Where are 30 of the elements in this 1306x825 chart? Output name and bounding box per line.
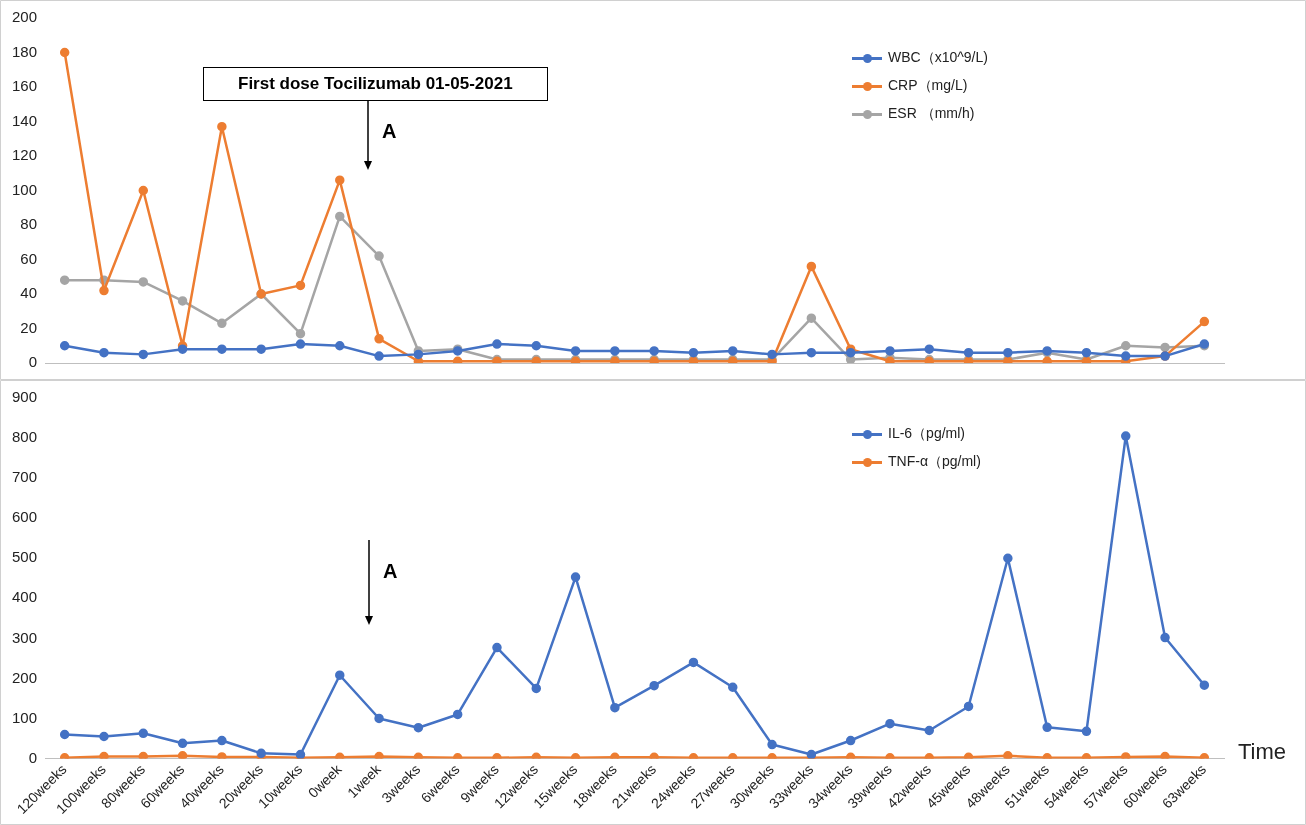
y-tick-label: 200 bbox=[12, 8, 38, 26]
legend-label: CRP（mg/L) bbox=[888, 77, 968, 95]
legend-label: ESR （mm/h) bbox=[888, 105, 975, 123]
y-tick-label: 60 bbox=[20, 249, 38, 267]
y-tick-label: 40 bbox=[20, 284, 38, 302]
annotation: A bbox=[383, 560, 398, 583]
y-tick-label: 200 bbox=[12, 668, 38, 686]
y-tick-label: 120 bbox=[12, 146, 38, 164]
y-tick-label: 140 bbox=[12, 111, 38, 129]
legend-label: IL-6（pg/ml) bbox=[888, 425, 966, 443]
y-tick-label: 600 bbox=[12, 508, 38, 526]
y-tick-label: 700 bbox=[12, 468, 38, 486]
y-tick-label: 300 bbox=[12, 628, 38, 646]
y-tick-label: 100 bbox=[12, 708, 38, 726]
y-tick-label: 100 bbox=[12, 180, 38, 198]
y-tick-label: 900 bbox=[12, 388, 38, 406]
legend-label: WBC（x10^9/L) bbox=[888, 49, 988, 67]
legend-label: TNF-α（pg/ml) bbox=[888, 453, 981, 471]
y-tick-label: 0 bbox=[28, 748, 38, 766]
y-tick-label: 0 bbox=[28, 353, 38, 371]
y-tick-label: 160 bbox=[12, 77, 38, 95]
y-tick-label: 20 bbox=[20, 318, 38, 336]
annotation: First dose Tocilizumab 01-05-2021 bbox=[203, 67, 548, 101]
y-tick-label: 800 bbox=[12, 428, 38, 446]
y-tick-label: 180 bbox=[12, 42, 38, 60]
x-axis-title: Time bbox=[1238, 738, 1287, 764]
y-tick-label: 80 bbox=[20, 215, 38, 233]
y-tick-label: 400 bbox=[12, 588, 38, 606]
annotation: A bbox=[382, 120, 397, 143]
y-tick-label: 500 bbox=[12, 548, 38, 566]
